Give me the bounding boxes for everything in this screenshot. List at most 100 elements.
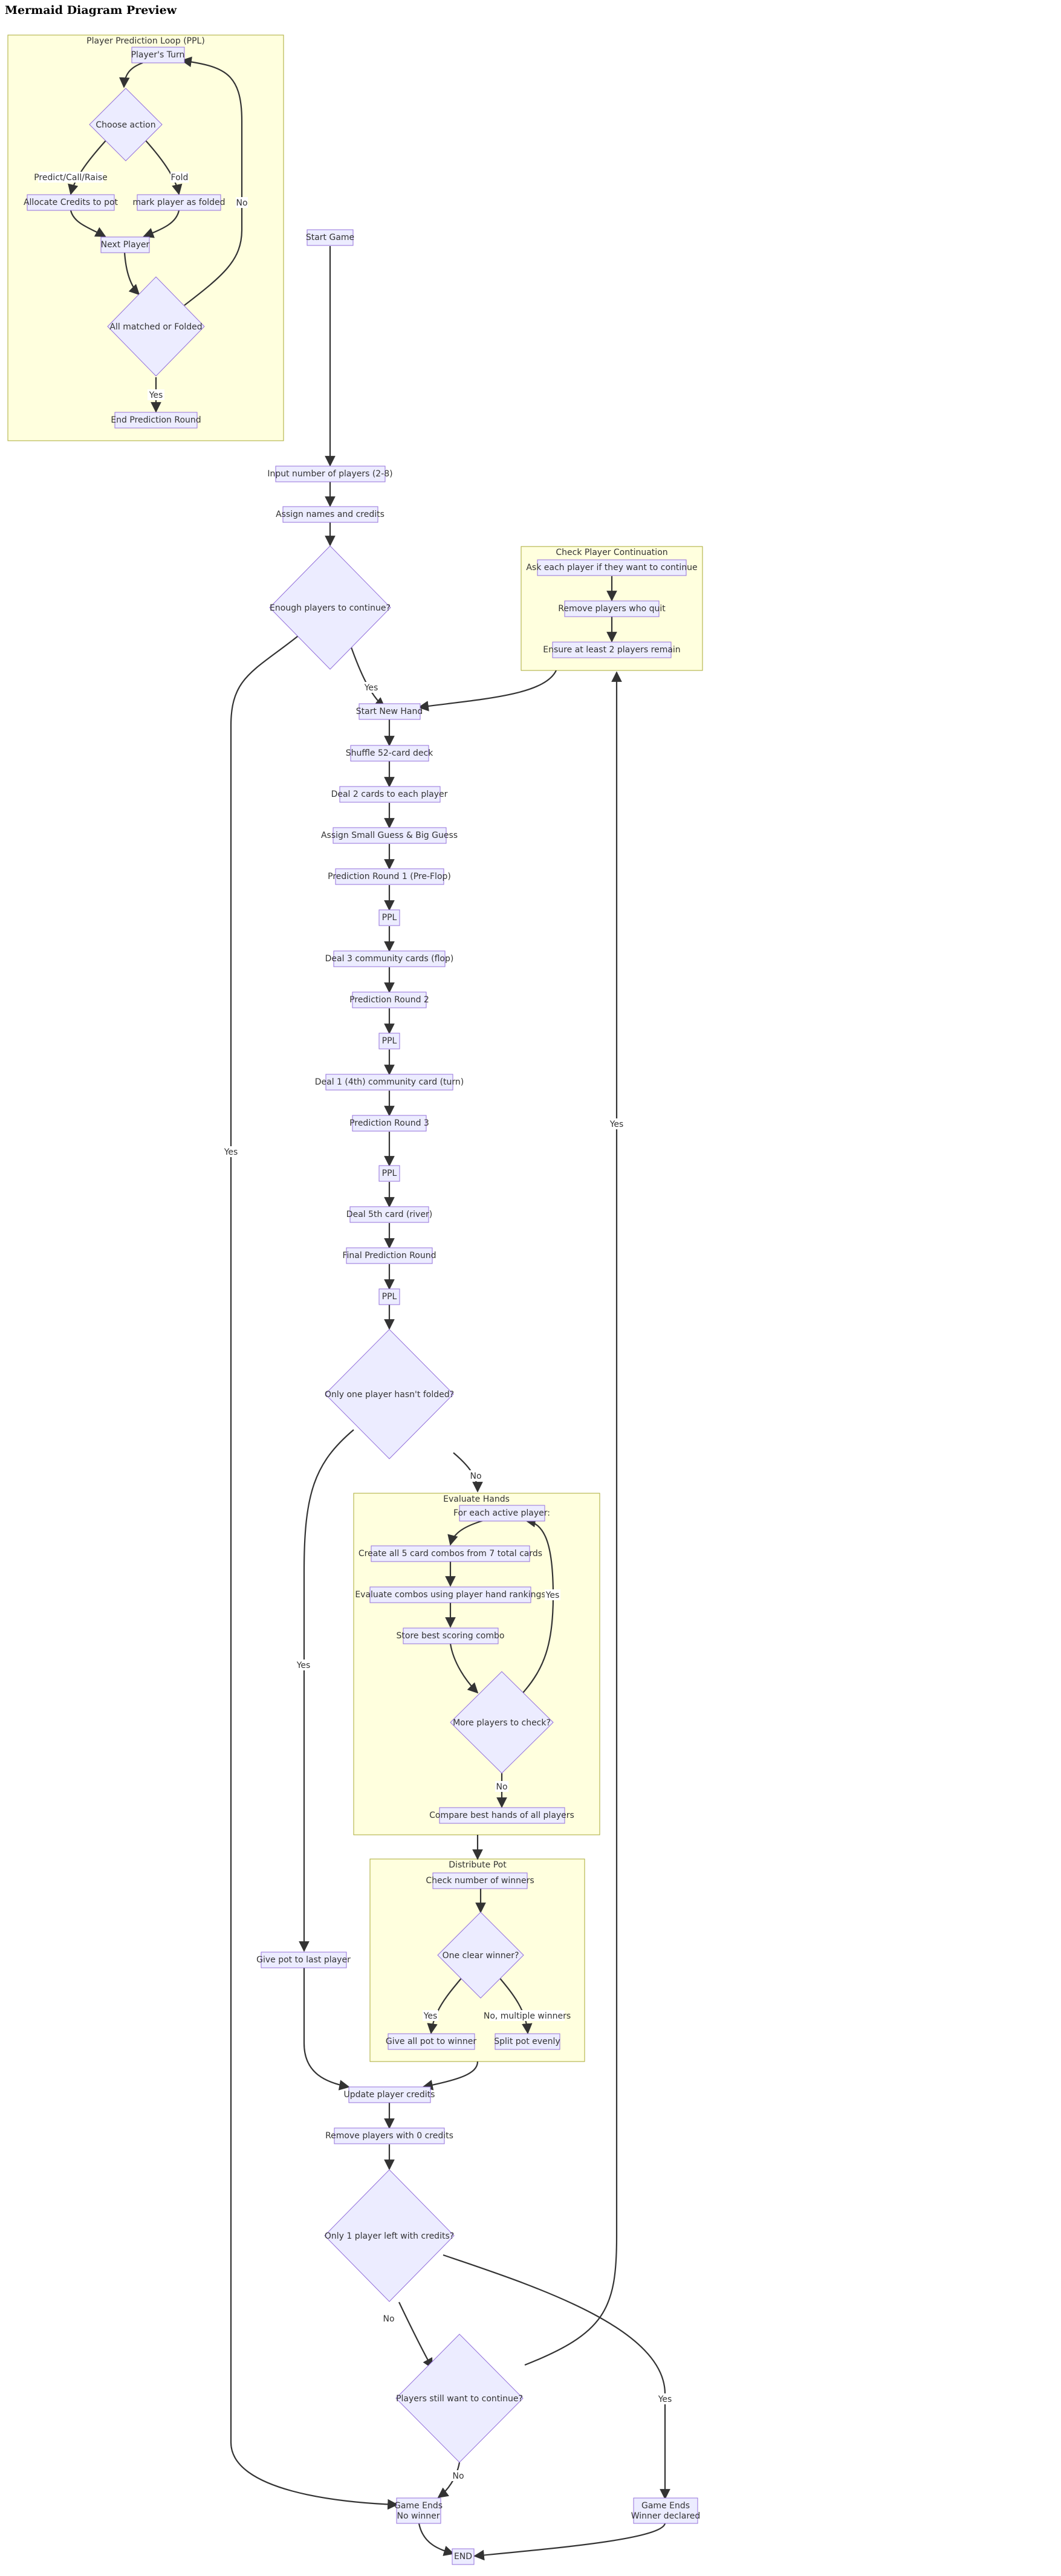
node-final-prediction: Final Prediction Round xyxy=(342,1247,436,1264)
svg-text:Allocate Credits to pot: Allocate Credits to pot xyxy=(24,198,118,207)
edge-onlyone-no xyxy=(453,1452,483,1493)
node-remove-zero: Remove players with 0 credits xyxy=(325,2127,453,2144)
svg-text:Game Ends: Game Ends xyxy=(641,2501,690,2511)
svg-text:Winner declared: Winner declared xyxy=(631,2511,701,2521)
svg-text:Split pot evenly: Split pot evenly xyxy=(494,2037,560,2046)
svg-text:Next Player: Next Player xyxy=(101,240,150,250)
svg-text:Create all 5 card combos from: Create all 5 card combos from 7 total ca… xyxy=(359,1549,542,1559)
svg-text:Deal 2 cards to each player: Deal 2 cards to each player xyxy=(331,790,448,799)
node-evaluate-rankings: Evaluate combos using player hand rankin… xyxy=(355,1586,546,1603)
label-oneleft-yes: Yes xyxy=(657,2393,673,2404)
label-more-no: No xyxy=(495,1781,508,1792)
node-choose-action: Choose action xyxy=(89,88,163,161)
node-game-ends-no-winner: Game Ends No winner xyxy=(394,2497,443,2524)
edge-choose-to-allocate xyxy=(68,137,109,195)
svg-text:Only 1 player left with credit: Only 1 player left with credits? xyxy=(325,2231,454,2241)
label-enough-left-yes: Yes xyxy=(223,1146,239,1157)
svg-text:Ensure at least 2 players rema: Ensure at least 2 players remain xyxy=(543,645,680,655)
label-clear-no: No, multiple winners xyxy=(484,2010,571,2021)
edge-enough-yes xyxy=(349,645,386,709)
label-ppl-no: No xyxy=(236,197,248,208)
node-ask-each: Ask each player if they want to continue xyxy=(526,559,698,576)
node-next-player: Next Player xyxy=(100,236,150,253)
label-oneleft-no: No xyxy=(382,2313,395,2324)
label-enough-yes: Yes xyxy=(363,682,379,693)
svg-text:Deal 5th card (river): Deal 5th card (river) xyxy=(346,1210,432,1219)
svg-text:Deal 3 community cards (flop): Deal 3 community cards (flop) xyxy=(325,954,454,964)
svg-text:Yes: Yes xyxy=(609,1120,624,1129)
node-check-winners: Check number of winners xyxy=(426,1872,534,1889)
node-assign-names: Assign names and credits xyxy=(276,506,384,523)
edge-oneleft-no xyxy=(398,2302,433,2369)
svg-text:Yes: Yes xyxy=(364,683,378,693)
node-update-credits: Update player credits xyxy=(344,2086,435,2103)
svg-text:No: No xyxy=(383,2314,394,2324)
subgraph-ppl-title: Player Prediction Loop (PPL) xyxy=(86,36,205,46)
edge-noWinner-to-end xyxy=(418,2523,455,2556)
edge-givelast-to-update xyxy=(303,1968,350,2091)
edge-allocate-to-next xyxy=(70,210,106,237)
svg-text:One clear winner?: One clear winner? xyxy=(443,1951,519,1961)
edge-allmatched-no xyxy=(181,56,243,306)
node-shuffle: Shuffle 52-card deck xyxy=(346,745,433,762)
node-allocate-credits: Allocate Credits to pot xyxy=(24,194,118,211)
edge-continue-no xyxy=(437,2462,461,2499)
node-players-turn: Player's Turn xyxy=(131,47,185,63)
svg-text:Players still want to continue: Players still want to continue? xyxy=(396,2394,523,2404)
svg-text:No: No xyxy=(236,198,247,208)
edge-check-to-newhand xyxy=(418,670,557,712)
node-all-matched: All matched or Folded xyxy=(107,276,205,377)
label-continue-yes: Yes xyxy=(609,1118,625,1129)
svg-text:Assign names and credits: Assign names and credits xyxy=(276,510,384,519)
node-deal-flop: Deal 3 community cards (flop) xyxy=(325,950,454,967)
svg-text:For each active player:: For each active player: xyxy=(453,1508,550,1518)
edge-folded-to-next xyxy=(143,210,180,238)
svg-text:PPL: PPL xyxy=(382,1036,397,1046)
svg-text:Deal 1 (4th) community card (t: Deal 1 (4th) community card (turn) xyxy=(315,1077,464,1087)
svg-text:Yes: Yes xyxy=(658,2395,672,2404)
label-fold: Fold xyxy=(170,172,189,183)
edge-enough-to-gameend xyxy=(230,635,398,2510)
svg-text:Prediction Round 2: Prediction Round 2 xyxy=(349,995,429,1005)
edge-distribute-to-update xyxy=(422,2061,479,2091)
node-prediction-round-2: Prediction Round 2 xyxy=(349,991,429,1008)
svg-text:No winner: No winner xyxy=(397,2511,440,2521)
node-create-combos: Create all 5 card combos from 7 total ca… xyxy=(359,1545,542,1562)
svg-text:End Prediction Round: End Prediction Round xyxy=(111,415,201,425)
node-still-continue: Players still want to continue? xyxy=(395,2334,524,2463)
node-store-best: Store best scoring combo xyxy=(397,1627,504,1644)
svg-text:No, multiple winners: No, multiple winners xyxy=(484,2011,571,2021)
node-deal-two: Deal 2 cards to each player xyxy=(331,786,448,803)
svg-text:Ask each player if they want t: Ask each player if they want to continue xyxy=(526,563,697,573)
node-give-winner: Give all pot to winner xyxy=(386,2033,476,2050)
node-deal-river: Deal 5th card (river) xyxy=(346,1206,432,1223)
node-compare-hands: Compare best hands of all players xyxy=(429,1807,574,1824)
edge-next-to-allmatched xyxy=(123,251,140,296)
node-give-last: Give pot to last player xyxy=(256,1951,351,1968)
page-title: Mermaid Diagram Preview xyxy=(5,4,177,17)
svg-text:Final Prediction Round: Final Prediction Round xyxy=(342,1251,436,1260)
svg-text:Prediction Round 1 (Pre-Flop): Prediction Round 1 (Pre-Flop) xyxy=(328,872,451,881)
svg-text:Yes: Yes xyxy=(149,391,163,400)
svg-text:PPL: PPL xyxy=(382,1169,397,1178)
label-onlyone-no: No xyxy=(469,1470,482,1481)
svg-text:Predict/Call/Raise: Predict/Call/Raise xyxy=(34,173,108,183)
label-onlyone-yes: Yes xyxy=(296,1659,311,1670)
label-ppl-yes: Yes xyxy=(148,389,164,400)
svg-text:Start Game: Start Game xyxy=(306,233,354,242)
edge-store-to-more xyxy=(449,1643,479,1694)
svg-text:No: No xyxy=(452,2471,464,2481)
node-deal-turn: Deal 1 (4th) community card (turn) xyxy=(315,1074,464,1091)
svg-text:Yes: Yes xyxy=(423,2011,438,2021)
node-game-ends-winner: Game Ends Winner declared xyxy=(631,2497,701,2524)
svg-text:No: No xyxy=(496,1782,507,1792)
svg-text:No: No xyxy=(470,1471,481,1481)
svg-text:Enough players to continue?: Enough players to continue? xyxy=(270,603,391,613)
svg-text:Give all pot to winner: Give all pot to winner xyxy=(386,2037,476,2046)
subgraph-evaluate-title: Evaluate Hands xyxy=(443,1494,510,1504)
svg-text:mark player as folded: mark player as folded xyxy=(132,198,225,207)
svg-text:Update player credits: Update player credits xyxy=(344,2090,435,2100)
label-more-yes: Yes xyxy=(545,1589,560,1600)
node-input-players: Input number of players (2-8) xyxy=(267,466,393,482)
